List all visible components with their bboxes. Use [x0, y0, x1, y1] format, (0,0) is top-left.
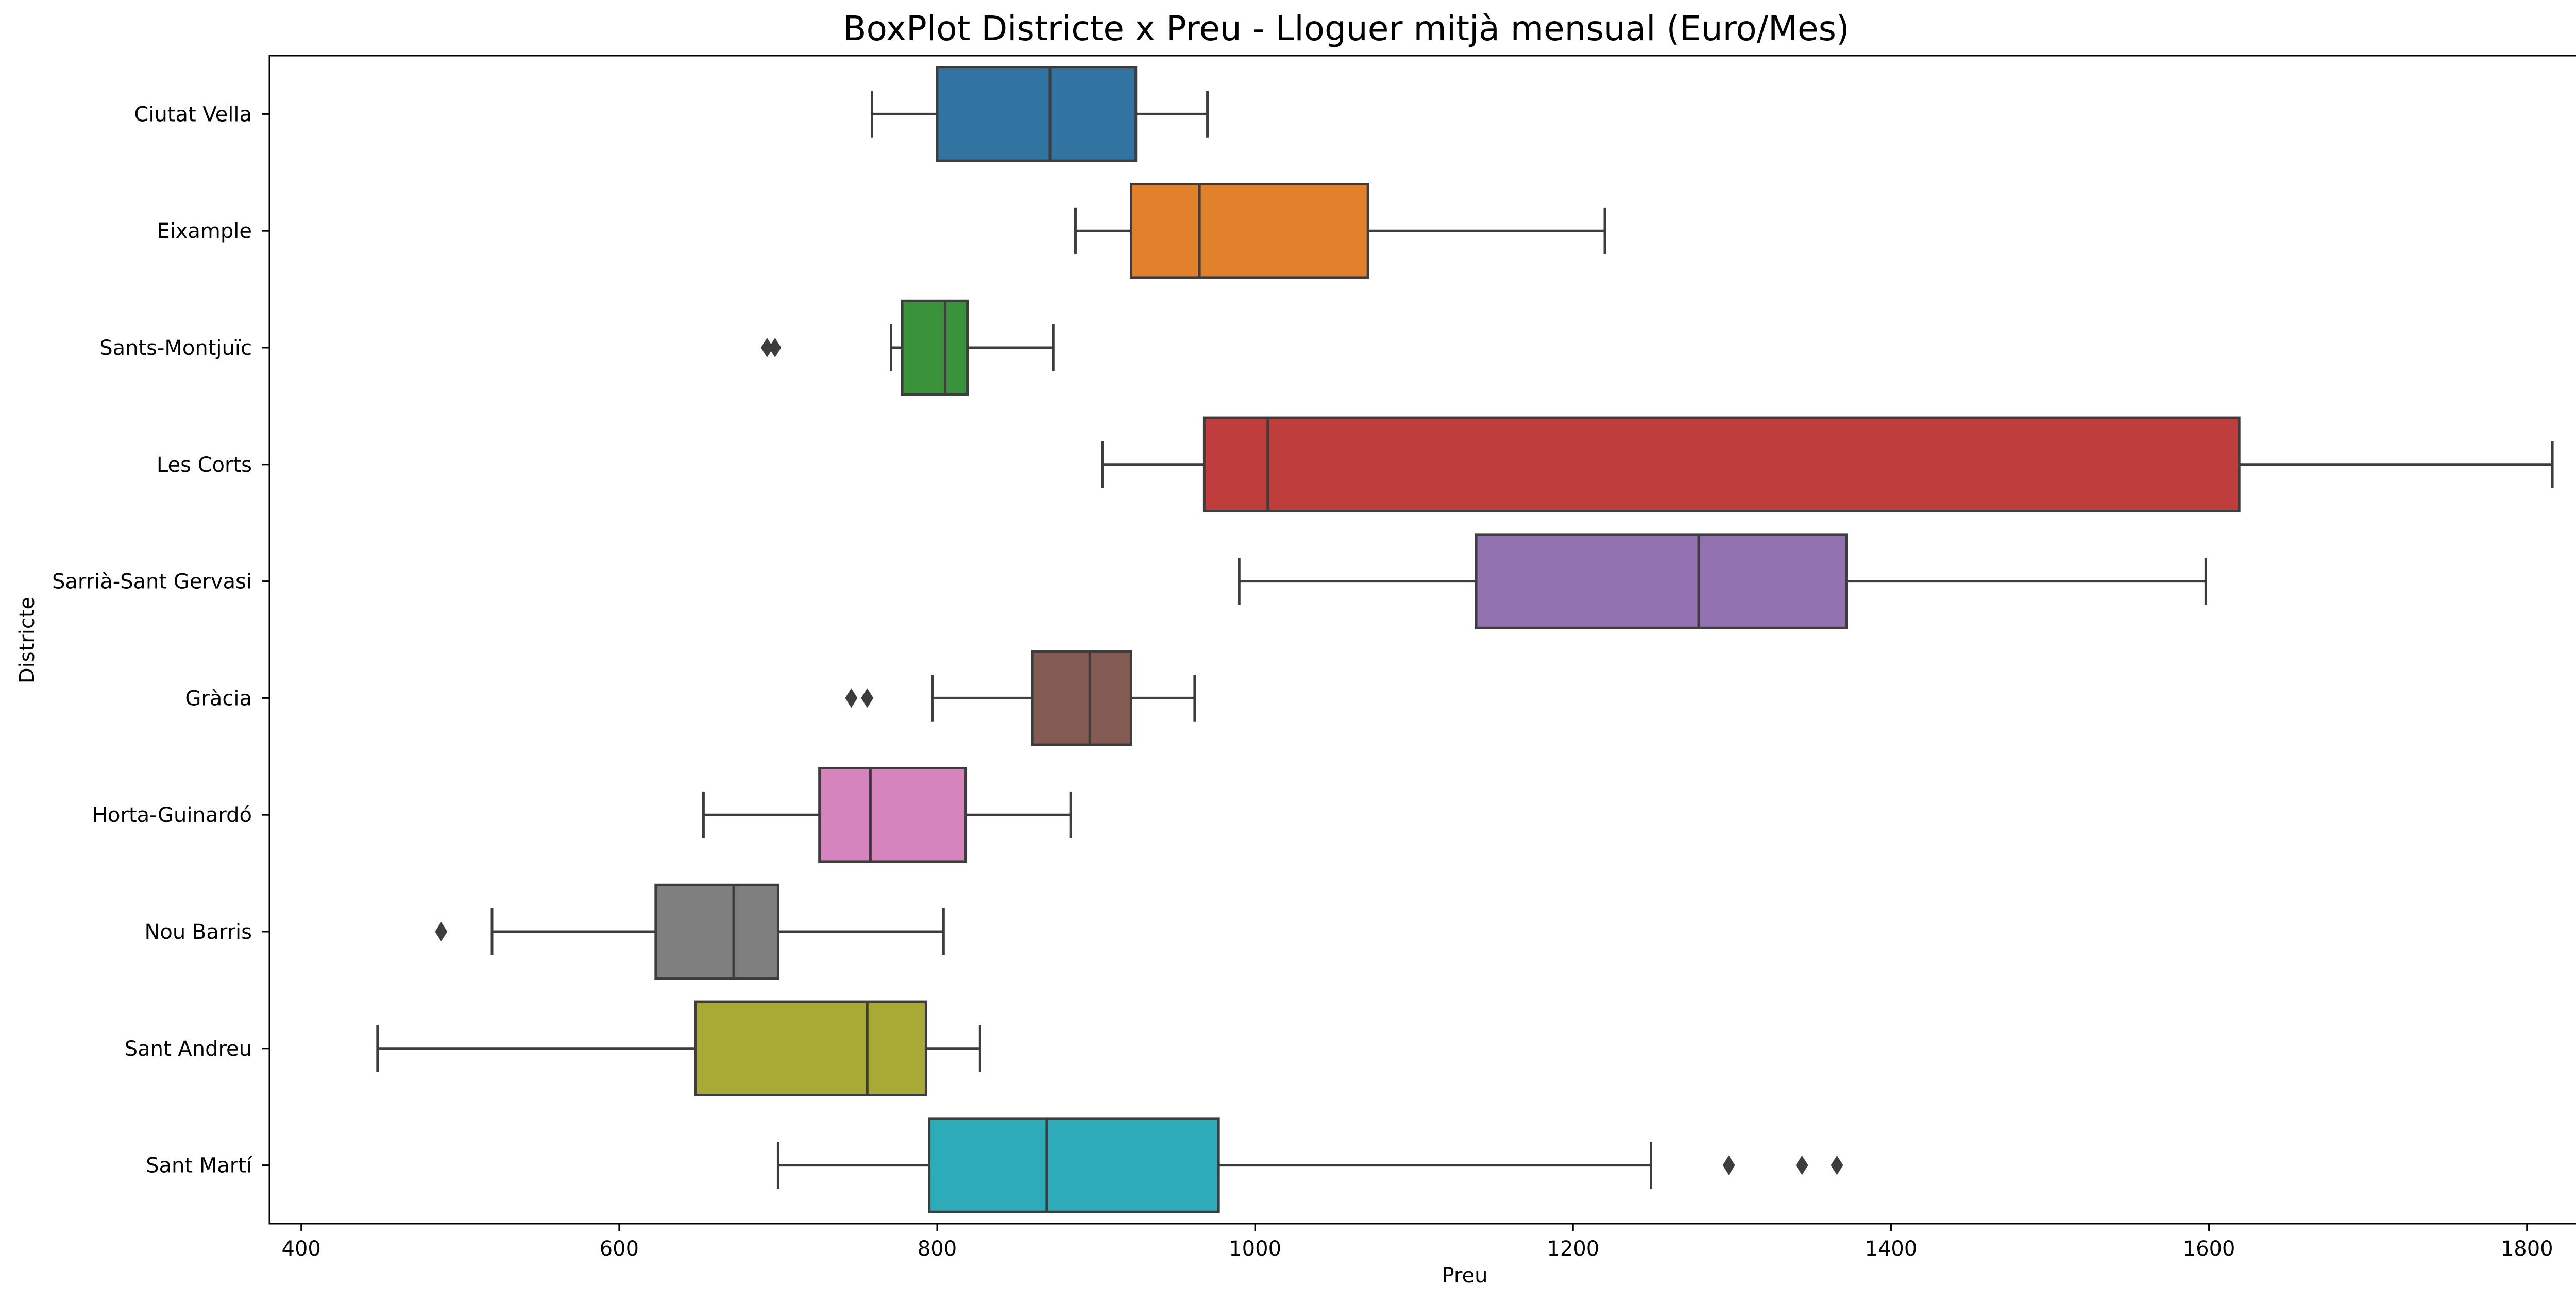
outlier-sant-marti-2 — [1795, 1155, 1808, 1175]
box-les-corts — [1202, 416, 2241, 513]
box-eixample — [1129, 182, 1369, 279]
x-tick-label-1600: 1600 — [2183, 1237, 2235, 1261]
y-tick-label-sants-montjuic: Sants-Montjuïc — [99, 336, 252, 360]
outlier-sant-marti-1 — [1722, 1155, 1735, 1175]
y-tick-label-sant-andreu: Sant Andreu — [125, 1037, 252, 1061]
box-sants-montjuic — [901, 299, 969, 396]
y-tick-label-sarria-sant-gervasi: Sarrià-Sant Gervasi — [52, 570, 252, 594]
y-tick-label-ciutat-vella: Ciutat Vella — [134, 102, 252, 126]
box-gracia — [1031, 650, 1132, 746]
x-tick-label-1400: 1400 — [1865, 1237, 1918, 1261]
box-sant-andreu — [694, 1000, 927, 1097]
x-tick-label-600: 600 — [600, 1237, 639, 1261]
y-tick-label-sant-marti: Sant Martí — [146, 1154, 253, 1178]
box-sarria-sant-gervasi — [1475, 533, 1848, 629]
box-nou-barris — [654, 883, 779, 980]
x-tick-label-400: 400 — [282, 1237, 321, 1261]
x-tick-label-1800: 1800 — [2501, 1237, 2553, 1261]
outlier-sant-marti-3 — [1831, 1155, 1843, 1175]
outlier-sants-montjuic-1 — [760, 338, 773, 357]
y-tick-label-horta-guinardo: Horta-Guinardó — [92, 803, 252, 827]
y-tick-label-eixample: Eixample — [157, 219, 252, 243]
y-tick-label-les-corts: Les Corts — [157, 453, 252, 477]
outlier-sants-montjuic-2 — [769, 338, 782, 357]
outlier-gracia-1 — [845, 688, 858, 708]
chart-title: BoxPlot Districte x Preu - Lloguer mitjà… — [843, 9, 1849, 48]
x-tick-label-1000: 1000 — [1229, 1237, 1281, 1261]
plot-frame — [268, 55, 2576, 1225]
plot-area: Ciutat Vella Eixample Sants-Montjuïc Les Co… — [52, 55, 2576, 1261]
box-horta-guinardo — [818, 766, 968, 863]
outlier-gracia-2 — [861, 688, 874, 708]
x-tick-label-800: 800 — [918, 1237, 957, 1261]
box-ciutat-vella — [936, 66, 1138, 162]
y-tick-label-nou-barris: Nou Barris — [144, 920, 252, 944]
outlier-nou-barris-1 — [435, 922, 448, 941]
box-sant-marti — [928, 1117, 1220, 1213]
y-tick-label-gracia: Gràcia — [185, 687, 252, 710]
x-tick-label-1200: 1200 — [1547, 1237, 1599, 1261]
y-axis-label: Districte — [15, 597, 39, 683]
x-axis-label: Preu — [1442, 1264, 1488, 1288]
